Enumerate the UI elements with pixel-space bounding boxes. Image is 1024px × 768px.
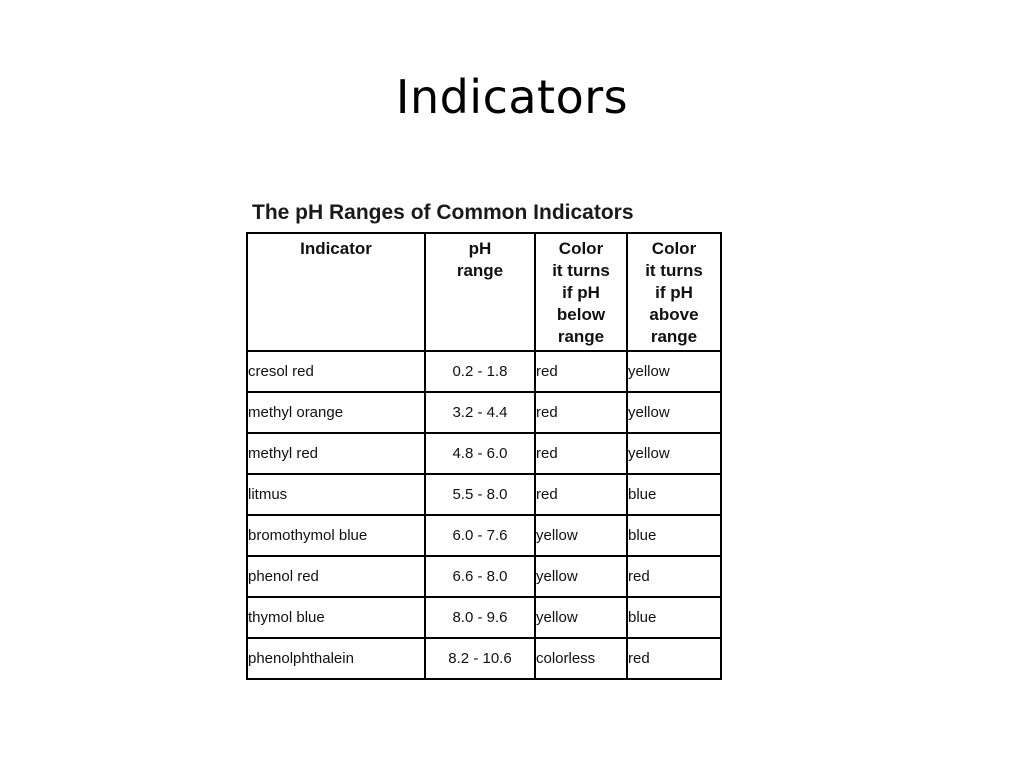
cell-color-below: yellow — [534, 514, 628, 557]
header-color-below-line: Color — [558, 239, 604, 258]
cell-indicator: methyl red — [246, 432, 426, 475]
table-row: phenol red 6.6 - 8.0 yellow red — [246, 555, 722, 598]
header-color-below-line: if pH — [562, 283, 600, 302]
header-color-above-line: it turns — [645, 261, 703, 280]
header-color-below: Color it turns if pH below range — [534, 232, 628, 352]
header-indicator-line: Indicator — [300, 239, 372, 258]
cell-ph-range: 8.0 - 9.6 — [424, 596, 536, 639]
table-row: thymol blue 8.0 - 9.6 yellow blue — [246, 596, 722, 639]
cell-color-above: yellow — [626, 432, 722, 475]
cell-ph-range: 6.0 - 7.6 — [424, 514, 536, 557]
header-color-below-line: range — [557, 327, 605, 346]
header-color-below-line: it turns — [552, 261, 610, 280]
cell-indicator: thymol blue — [246, 596, 426, 639]
cell-color-above: blue — [626, 473, 722, 516]
cell-indicator: phenolphthalein — [246, 637, 426, 680]
table-row: bromothymol blue 6.0 - 7.6 yellow blue — [246, 514, 722, 557]
cell-color-above: blue — [626, 596, 722, 639]
cell-color-below: red — [534, 391, 628, 434]
cell-indicator: methyl orange — [246, 391, 426, 434]
table-row: methyl orange 3.2 - 4.4 red yellow — [246, 391, 722, 434]
cell-color-below: yellow — [534, 555, 628, 598]
header-color-above-line: if pH — [655, 283, 693, 302]
header-color-above: Color it turns if pH above range — [626, 232, 722, 352]
cell-ph-range: 0.2 - 1.8 — [424, 350, 536, 393]
cell-color-above: red — [626, 637, 722, 680]
cell-ph-range: 8.2 - 10.6 — [424, 637, 536, 680]
header-indicator: Indicator — [246, 232, 426, 352]
cell-indicator: litmus — [246, 473, 426, 516]
header-ph-range-line: range — [456, 261, 504, 280]
cell-color-above: yellow — [626, 391, 722, 434]
cell-color-above: yellow — [626, 350, 722, 393]
cell-color-above: blue — [626, 514, 722, 557]
header-color-above-line: above — [649, 305, 699, 324]
cell-ph-range: 4.8 - 6.0 — [424, 432, 536, 475]
table-row: methyl red 4.8 - 6.0 red yellow — [246, 432, 722, 475]
cell-color-below: colorless — [534, 637, 628, 680]
table-header-row: Indicator pH range Color it turns if pH … — [246, 232, 722, 352]
table-caption: The pH Ranges of Common Indicators — [252, 201, 634, 224]
cell-color-below: yellow — [534, 596, 628, 639]
cell-ph-range: 5.5 - 8.0 — [424, 473, 536, 516]
table-row: cresol red 0.2 - 1.8 red yellow — [246, 350, 722, 393]
cell-ph-range: 3.2 - 4.4 — [424, 391, 536, 434]
header-color-above-line: range — [650, 327, 698, 346]
cell-color-below: red — [534, 432, 628, 475]
cell-indicator: phenol red — [246, 555, 426, 598]
header-ph-range-line: pH — [468, 239, 492, 258]
table-row: litmus 5.5 - 8.0 red blue — [246, 473, 722, 516]
cell-color-above: red — [626, 555, 722, 598]
header-color-above-line: Color — [651, 239, 697, 258]
table-row: phenolphthalein 8.2 - 10.6 colorless red — [246, 637, 722, 680]
slide-title: Indicators — [395, 70, 629, 124]
header-color-below-line: below — [556, 305, 606, 324]
cell-indicator: cresol red — [246, 350, 426, 393]
ph-indicators-table: Indicator pH range Color it turns if pH … — [246, 232, 722, 680]
header-ph-range: pH range — [424, 232, 536, 352]
cell-ph-range: 6.6 - 8.0 — [424, 555, 536, 598]
cell-color-below: red — [534, 350, 628, 393]
cell-indicator: bromothymol blue — [246, 514, 426, 557]
cell-color-below: red — [534, 473, 628, 516]
